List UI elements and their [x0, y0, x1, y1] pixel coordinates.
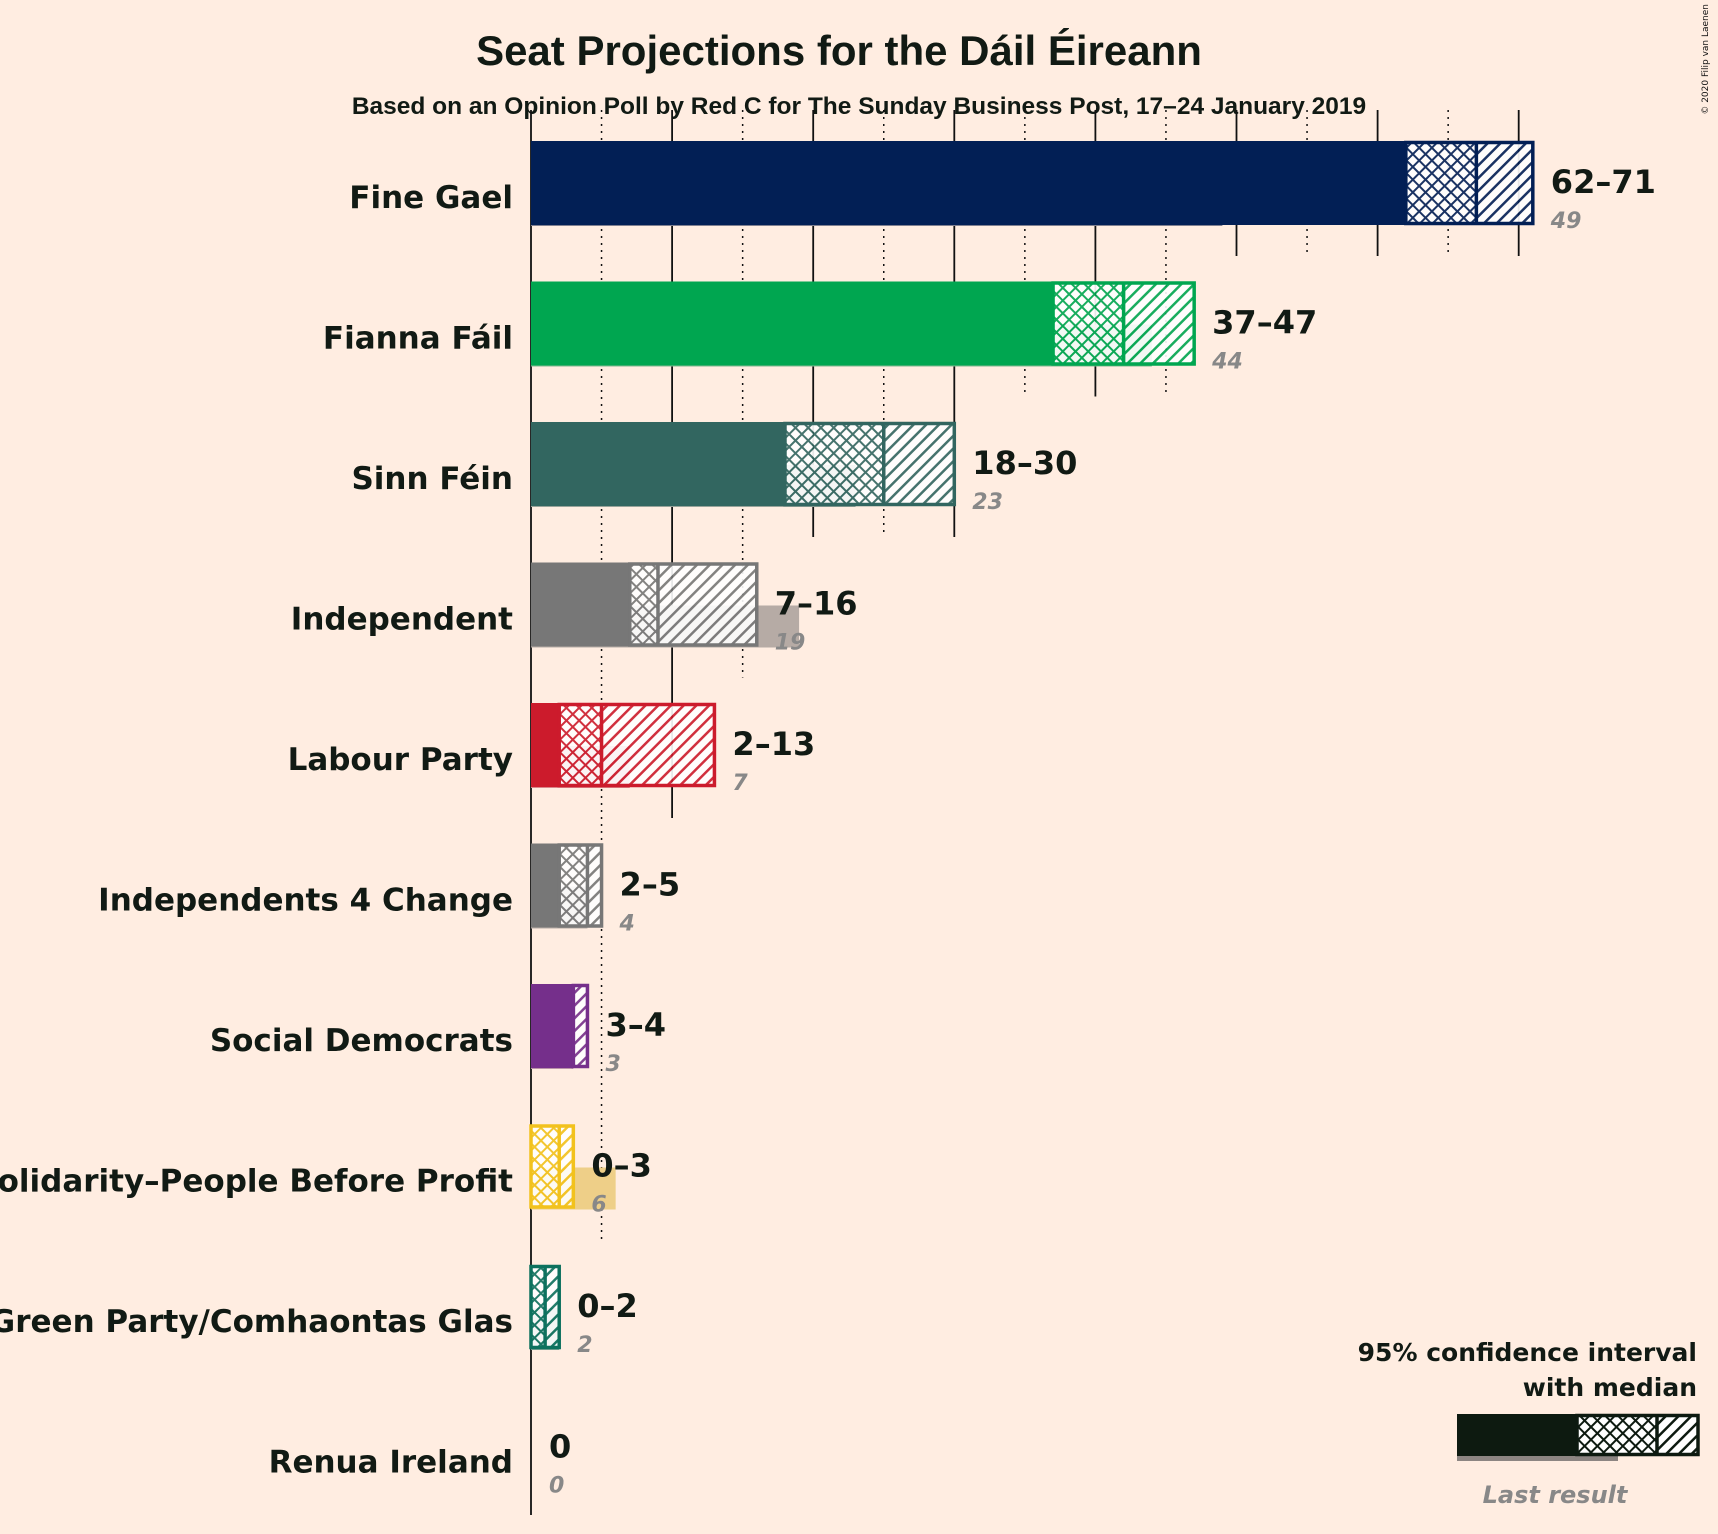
range-label: 7–16 [775, 585, 858, 623]
ci-upper-hatch [559, 1124, 574, 1209]
range-label: 18–30 [972, 444, 1077, 482]
legend-title-line2: with median [1523, 1373, 1697, 1402]
last-result-value-label: 3 [605, 1052, 620, 1077]
party-row: Independent 7–16 19 [291, 562, 858, 656]
ci-lower-hatch [629, 562, 658, 647]
ci-lower-hatch [1053, 281, 1124, 366]
legend: 95% confidence interval with median Last… [1358, 1338, 1700, 1509]
ci-outline [1404, 140, 1535, 226]
party-row: Independents 4 Change 2–5 4 [98, 843, 681, 937]
ci-lower-hatch [784, 422, 884, 506]
party-name-label: Social Democrats [210, 1023, 513, 1059]
party-name-label: Green Party/Comhaontas Glas [0, 1304, 513, 1340]
ci-upper-hatch [1123, 281, 1195, 366]
range-label: 3–4 [605, 1006, 666, 1044]
party-name-label: Renua Ireland [269, 1445, 513, 1481]
last-result-value-label: 19 [775, 631, 806, 656]
last-result-value-label: 7 [732, 771, 748, 796]
party-name-label: Fine Gael [349, 180, 513, 216]
ci-lower-hatch [531, 1265, 546, 1349]
legend-cross-swatch [1577, 1414, 1657, 1456]
party-name-label: Solidarity–People Before Profit [0, 1164, 513, 1200]
party-row: Solidarity–People Before Profit 0–3 6 [0, 1124, 652, 1218]
legend-hatch-swatch [1657, 1414, 1698, 1456]
ci-upper-hatch [573, 984, 588, 1068]
range-label: 0–3 [591, 1147, 652, 1185]
range-label: 0–2 [577, 1287, 638, 1325]
range-label: 2–5 [620, 866, 681, 904]
range-label: 0 [549, 1428, 571, 1466]
ci-upper-hatch [657, 562, 757, 647]
last-result-value-label: 49 [1550, 209, 1582, 234]
ci-lower-hatch [559, 703, 602, 787]
party-row: Fine Gael 62–71 49 [349, 140, 1656, 234]
party-row: Fianna Fáil 37–47 44 [323, 281, 1317, 375]
ci-solid-bar [531, 562, 630, 647]
ci-outline [557, 702, 717, 788]
party-name-label: Sinn Féin [351, 461, 513, 497]
legend-last-result-label: Last result [1483, 1481, 1629, 1509]
ci-outline [783, 421, 957, 507]
legend-title-line1: 95% confidence interval [1358, 1338, 1697, 1367]
range-label: 2–13 [732, 725, 815, 763]
ci-lower-hatch [559, 843, 588, 928]
last-result-value-label: 2 [577, 1333, 592, 1358]
ci-upper-hatch [601, 703, 715, 787]
ci-lower-hatch [1405, 141, 1477, 225]
party-name-label: Independents 4 Change [98, 883, 513, 919]
range-label: 37–47 [1212, 304, 1317, 342]
party-row: Social Democrats 3–4 3 [210, 983, 666, 1077]
ci-upper-hatch [1476, 141, 1533, 225]
party-row: Sinn Féin 18–30 23 [351, 421, 1077, 515]
ci-solid-bar [531, 281, 1054, 366]
ci-outline [529, 1124, 576, 1209]
party-bars: Fine Gael 62–71 49 Fianna Fáil 37–47 44 Sinn F… [0, 140, 1656, 1499]
party-row: Labour Party 2–13 7 [288, 702, 815, 796]
party-row: Green Party/Comhaontas Glas 0–2 2 [0, 1264, 638, 1358]
ci-solid-bar [531, 703, 560, 787]
copyright-text: © 2020 Filip van Laenen [1701, 4, 1711, 115]
party-name-label: Independent [291, 602, 513, 638]
last-result-value-label: 6 [591, 1193, 606, 1218]
legend-solid-swatch [1457, 1414, 1577, 1456]
legend-outline [1575, 1413, 1700, 1457]
range-label: 62–71 [1551, 163, 1656, 201]
ci-solid-bar [531, 422, 785, 506]
ci-outline [557, 843, 604, 928]
chart-title: Seat Projections for the Dáil Éireann [476, 27, 1202, 74]
ci-upper-hatch [587, 843, 602, 928]
ci-upper-hatch [545, 1265, 560, 1349]
last-result-value-label: 0 [549, 1474, 564, 1499]
party-name-label: Labour Party [288, 742, 513, 778]
ci-outline [628, 562, 759, 647]
last-result-value-label: 23 [972, 490, 1003, 515]
ci-solid-bar [531, 141, 1406, 225]
party-name-label: Fianna Fáil [323, 321, 513, 357]
ci-lower-hatch [531, 1124, 560, 1209]
ci-solid-bar [531, 843, 560, 928]
ci-solid-bar [531, 984, 574, 1068]
party-row: Renua Ireland 0 0 [269, 1428, 572, 1499]
chart-subtitle: Based on an Opinion Poll by Red C for Th… [352, 93, 1366, 120]
ci-upper-hatch [883, 422, 955, 506]
last-result-value-label: 4 [619, 912, 635, 937]
last-result-value-label: 44 [1211, 350, 1243, 375]
